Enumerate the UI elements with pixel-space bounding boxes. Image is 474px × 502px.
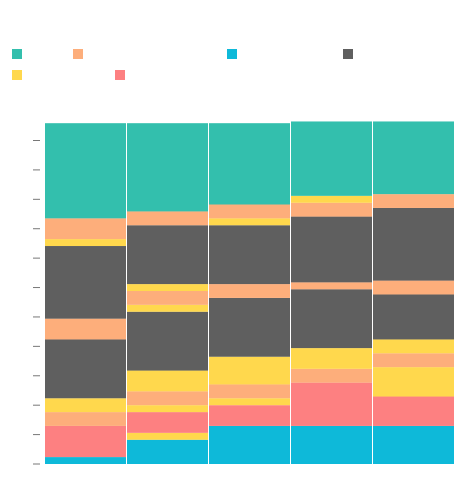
bar-segment (45, 246, 126, 319)
bar-segment (127, 391, 208, 406)
bar-segment (209, 405, 290, 426)
bar-segment (209, 356, 290, 385)
legend-swatch (12, 49, 22, 59)
bar-segment (45, 398, 126, 413)
bar-segment (209, 225, 290, 285)
bar-segment (127, 291, 208, 305)
bar-segment (45, 239, 126, 247)
legend (12, 49, 353, 80)
bar-segment (45, 339, 126, 399)
bar-segment (373, 396, 454, 426)
bar-segment (45, 218, 126, 240)
bar-segment (127, 225, 208, 285)
bar-segment (291, 195, 372, 203)
bar-segment (373, 425, 454, 464)
bar-segment (127, 439, 208, 464)
bar-segment (373, 339, 454, 354)
legend-swatch (12, 70, 22, 80)
bar-segment (373, 367, 454, 397)
bar-segment (291, 382, 372, 426)
bar-segment (209, 204, 290, 219)
bar-segment (45, 412, 126, 426)
y-axis (33, 139, 40, 465)
bar-segment (45, 123, 126, 219)
bar-segment (127, 304, 208, 312)
bar-segment (209, 297, 290, 357)
bar-segment (209, 123, 290, 205)
bar-segment (373, 353, 454, 368)
bar-segment (291, 289, 372, 349)
bars (45, 121, 454, 464)
bar-segment (373, 207, 454, 281)
bar-segment (291, 348, 372, 369)
legend-swatch (227, 49, 237, 59)
bar-segment (291, 425, 372, 464)
bar-segment (209, 425, 290, 464)
bar-segment (127, 311, 208, 371)
legend-swatch (73, 49, 83, 59)
bar-segment (127, 432, 208, 440)
bar-segment (127, 284, 208, 291)
bar-segment (373, 194, 454, 208)
legend-swatch (343, 49, 353, 59)
bar-segment (209, 384, 290, 399)
bar-segment (373, 294, 454, 340)
bar-segment (209, 218, 290, 226)
bar-segment (373, 121, 454, 195)
bar-segment (127, 211, 208, 226)
bar-segment (209, 398, 290, 406)
bar-segment (209, 284, 290, 298)
legend-swatch (115, 70, 125, 80)
bar-segment (127, 370, 208, 392)
bar-segment (45, 457, 126, 464)
bar-segment (373, 280, 454, 295)
bar-segment (291, 282, 372, 290)
bar-segment (45, 425, 126, 458)
bar-segment (45, 318, 126, 340)
bar-segment (291, 216, 372, 283)
bar-segment (127, 405, 208, 413)
bar-segment (127, 412, 208, 433)
bar-segment (291, 368, 372, 383)
bar-segment (291, 121, 372, 196)
bar-segment (291, 202, 372, 217)
bar-segment (127, 123, 208, 212)
